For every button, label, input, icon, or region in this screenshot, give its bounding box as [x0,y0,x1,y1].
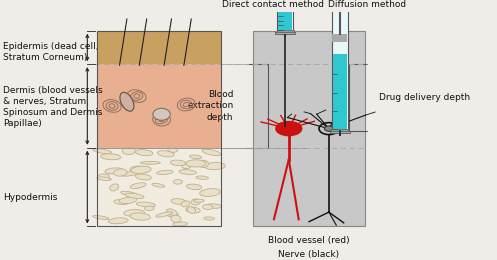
Ellipse shape [179,170,196,174]
Bar [97,148,221,226]
Ellipse shape [114,169,127,176]
Ellipse shape [203,204,213,210]
Ellipse shape [93,149,111,154]
Ellipse shape [108,218,128,224]
Bar [326,0,354,2]
Ellipse shape [105,168,123,174]
Ellipse shape [204,162,225,170]
Bar [332,0,348,131]
Ellipse shape [122,147,135,154]
Bar [97,31,221,64]
Ellipse shape [125,193,144,198]
Ellipse shape [93,216,109,219]
Ellipse shape [194,199,204,202]
Ellipse shape [319,123,339,135]
Ellipse shape [101,154,121,160]
Text: Hypodermis: Hypodermis [3,193,58,202]
Ellipse shape [202,149,221,155]
Ellipse shape [124,210,145,216]
Ellipse shape [200,188,220,197]
Ellipse shape [182,164,191,169]
Ellipse shape [173,222,188,226]
Ellipse shape [181,201,190,207]
Bar [275,31,295,34]
Ellipse shape [187,207,196,213]
Text: Blood vessel (red): Blood vessel (red) [268,236,350,245]
Bar [277,30,294,32]
Ellipse shape [186,160,206,167]
Ellipse shape [131,166,151,173]
Ellipse shape [171,199,186,204]
Text: Drug delivery depth: Drug delivery depth [379,93,471,102]
Bar [332,34,347,42]
Ellipse shape [145,206,154,211]
Ellipse shape [130,166,147,173]
Ellipse shape [136,202,156,207]
Bar [253,31,364,226]
Text: Dermis (blood vessels
& nerves, Stratum
Spinosum and Dermis
Papillae): Dermis (blood vessels & nerves, Stratum … [3,86,103,128]
Ellipse shape [156,212,172,217]
Bar [278,8,293,10]
Ellipse shape [167,147,178,152]
Text: Direct contact method: Direct contact method [222,0,324,9]
Text: Epidermis (dead cell,
Stratum Corneum): Epidermis (dead cell, Stratum Corneum) [3,42,99,62]
Bar [97,31,221,226]
Ellipse shape [141,161,161,164]
Ellipse shape [119,197,137,204]
Bar [97,64,221,148]
Ellipse shape [121,191,138,197]
Ellipse shape [198,160,208,167]
Ellipse shape [186,207,200,213]
Ellipse shape [171,215,181,222]
Ellipse shape [186,184,202,190]
Ellipse shape [152,183,165,187]
Ellipse shape [97,177,111,180]
Bar [278,12,292,31]
Ellipse shape [119,172,138,176]
Text: Nerve (black): Nerve (black) [278,250,339,259]
Ellipse shape [204,217,215,220]
Ellipse shape [207,204,221,208]
Ellipse shape [110,184,119,191]
Ellipse shape [170,160,186,166]
Text: Blood
extraction
depth: Blood extraction depth [187,90,234,121]
Ellipse shape [191,199,200,205]
Ellipse shape [325,126,333,131]
Bar [333,54,347,130]
Ellipse shape [166,209,177,216]
Ellipse shape [130,213,151,220]
Bar [330,131,350,133]
Text: Diffusion method: Diffusion method [328,0,406,9]
Bar [331,2,349,3]
Bar [277,0,293,32]
Ellipse shape [166,212,178,217]
Ellipse shape [136,174,151,180]
Ellipse shape [196,176,208,179]
Ellipse shape [130,183,146,188]
Bar [331,129,348,131]
Ellipse shape [97,174,109,179]
Bar [276,2,294,3]
Ellipse shape [173,180,182,184]
Ellipse shape [190,155,202,159]
Ellipse shape [136,150,153,156]
Ellipse shape [153,108,170,120]
Ellipse shape [120,92,134,111]
Ellipse shape [157,170,173,174]
Ellipse shape [275,121,302,136]
Bar [271,0,300,2]
Ellipse shape [158,151,174,157]
Ellipse shape [114,199,129,205]
